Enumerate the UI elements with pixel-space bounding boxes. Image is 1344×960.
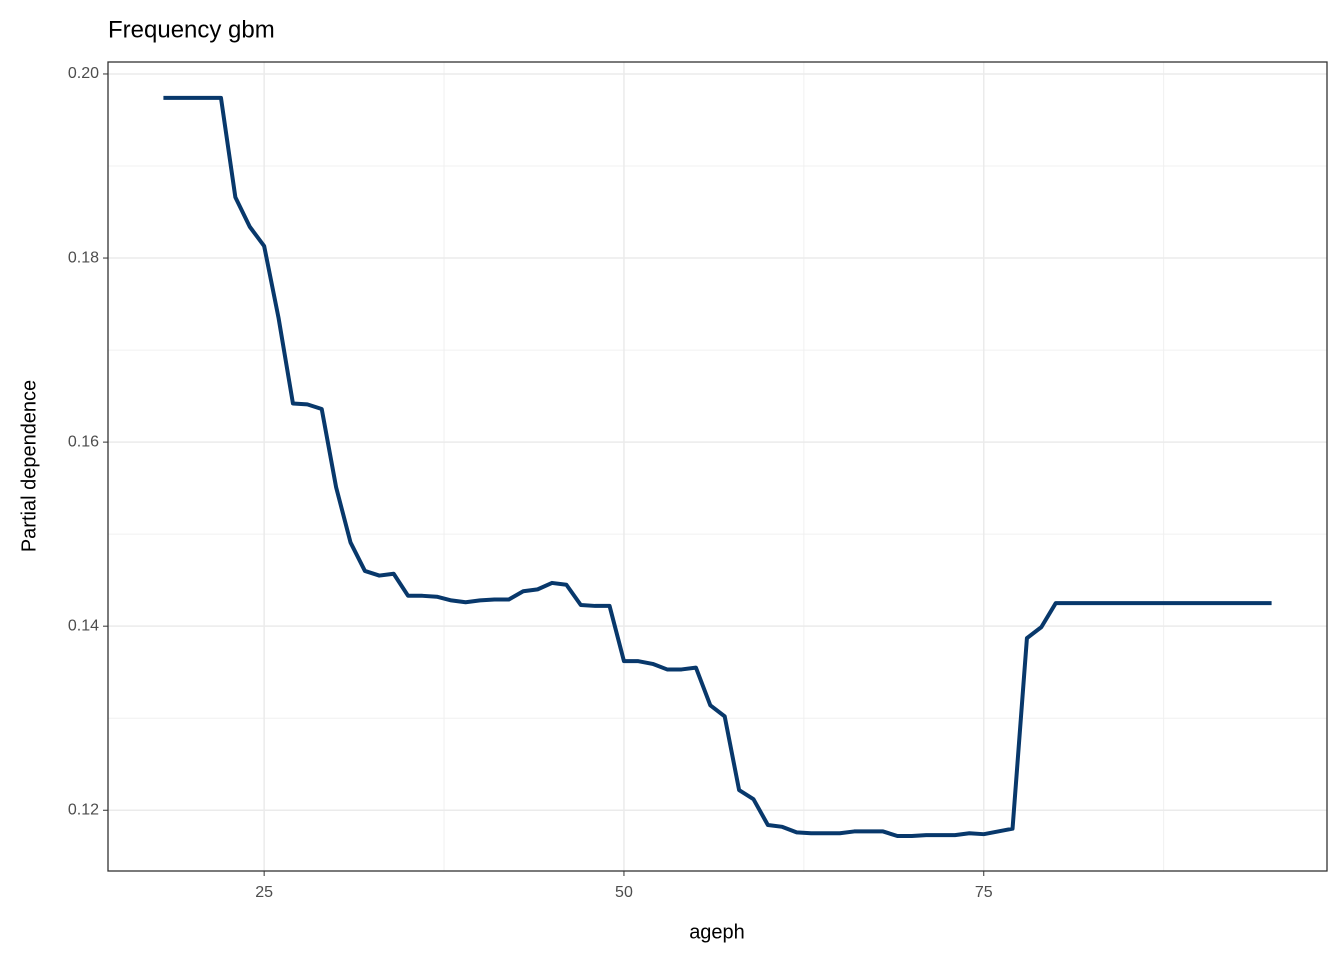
y-tick-label: 0.18 <box>68 249 99 266</box>
x-tick-label: 75 <box>975 884 993 901</box>
y-tick-label: 0.12 <box>68 801 99 818</box>
chart-title: Frequency gbm <box>108 16 275 43</box>
x-axis-title: ageph <box>689 921 745 943</box>
y-axis-title: Partial dependence <box>18 380 40 552</box>
data-line <box>163 95 1272 839</box>
x-tick-label: 50 <box>615 884 633 901</box>
y-tick-label: 0.14 <box>68 617 99 634</box>
y-tick-label: 0.16 <box>68 433 99 450</box>
y-tick-label: 0.20 <box>68 65 99 82</box>
x-tick-label: 25 <box>255 884 273 901</box>
panel-border <box>107 61 1328 872</box>
